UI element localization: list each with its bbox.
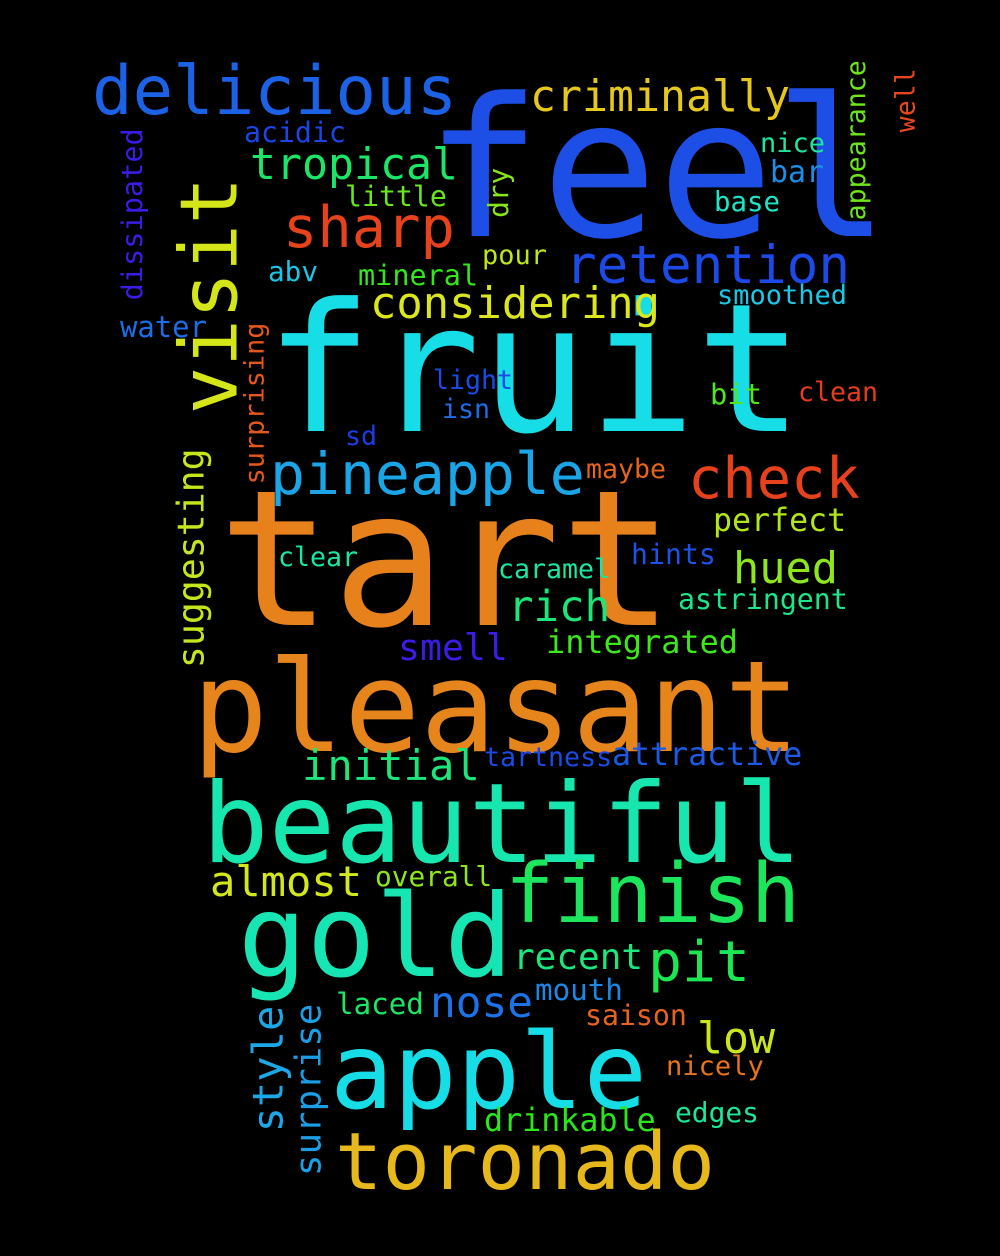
word-bar: bar [770,155,824,191]
word-overall: overall [375,860,493,894]
word-fruit: fruit [265,265,804,474]
word-bit: bit [710,376,763,411]
word-isn: isn [442,393,491,425]
word-visit: visit [162,176,255,414]
word-smell: smell [398,625,508,669]
word-edges: edges [675,1096,759,1130]
word-surprising: surprising [239,322,271,484]
word-check: check [688,446,860,513]
word-attractive: attractive [612,737,803,774]
word-nice: nice [760,127,826,159]
word-caramel: caramel [498,553,611,585]
word-dry: dry [482,168,516,219]
word-astringent: astringent [678,582,848,616]
word-low: low [697,1014,776,1065]
word-laced: laced [336,987,424,1022]
word-drinkable: drinkable [484,1103,656,1140]
word-rich: rich [508,581,611,631]
word-light: light [433,364,514,396]
word-nose: nose [430,977,534,1028]
word-little: little [345,179,447,213]
word-saison: saison [585,998,687,1032]
word-pineapple: pineapple [270,439,585,508]
word-feel: feel [425,57,891,283]
word-perfect: perfect [713,503,847,540]
word-hints: hints [631,537,716,571]
word-pleasant: pleasant [192,633,801,781]
word-gold: gold [238,869,513,1003]
word-finish: finish [505,847,801,943]
word-style: style [242,1005,292,1133]
word-mouth: mouth [535,973,623,1008]
word-clear: clear [278,541,359,573]
word-water: water [120,309,207,344]
word-pit: pit [648,929,751,995]
word-integrated: integrated [546,623,738,662]
word-criminally: criminally [530,72,791,123]
word-almost: almost [210,856,363,906]
word-dissipated: dissipated [114,127,149,301]
word-initial: initial [302,740,480,790]
word-pour: pour [482,239,548,271]
word-base: base [714,187,780,219]
word-delicious: delicious [92,50,458,130]
word-well: well [890,67,922,133]
word-recent: recent [513,937,644,978]
word-nicely: nicely [666,1051,764,1083]
word-beautiful: beautiful [202,759,802,889]
word-abv: abv [268,255,319,289]
word-tart: tart [218,449,675,671]
word-mineral: mineral [358,258,479,292]
word-surprise: surprise [288,1003,330,1177]
word-retention: retention [565,234,850,296]
word-sharp: sharp [283,195,455,262]
word-apple: apple [330,1010,647,1134]
word-acidic: acidic [244,115,346,149]
word-considering: considering [370,278,661,330]
word-sd: sd [345,420,378,452]
word-hued: hued [733,544,838,595]
word-toronado: toronado [335,1116,715,1209]
word-tropical: tropical [250,139,459,190]
word-smoothed: smoothed [717,279,848,311]
word-maybe: maybe [586,453,667,485]
word-clean: clean [798,376,879,408]
word-suggesting: suggesting [169,448,213,668]
word-appearance: appearance [840,59,872,221]
word-tartness: tartness [484,741,613,773]
